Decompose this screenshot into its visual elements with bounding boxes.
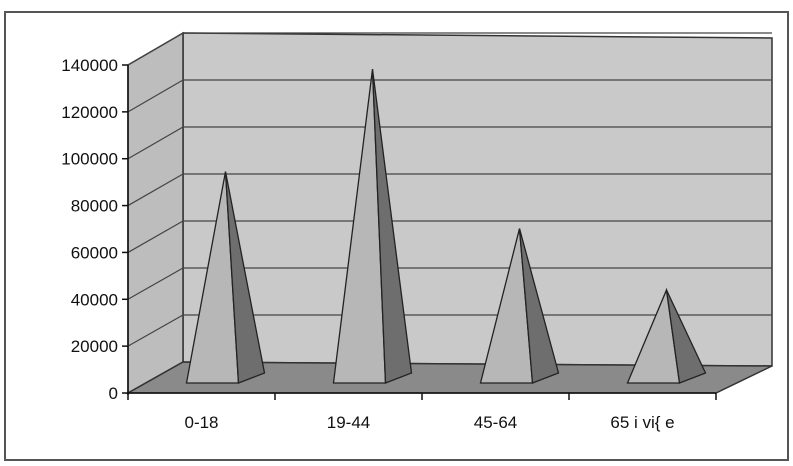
gridlines bbox=[127, 32, 772, 347]
plot-back-wall bbox=[182, 32, 773, 367]
pyramid-side-face bbox=[665, 289, 707, 384]
x-tick-label: 0-18 bbox=[184, 413, 218, 432]
side-gridline bbox=[127, 79, 184, 113]
pyramid-bar bbox=[626, 287, 707, 384]
y-tick-label: 80000 bbox=[71, 197, 118, 216]
side-gridline bbox=[127, 220, 184, 253]
pyramid-side-face bbox=[518, 228, 560, 384]
pyramid-bar bbox=[185, 171, 266, 384]
side-gridline bbox=[127, 32, 184, 66]
y-tick-label: 140000 bbox=[61, 56, 118, 75]
y-tick-label: 20000 bbox=[71, 337, 118, 356]
y-tick-label: 120000 bbox=[61, 103, 118, 122]
y-tick-label: 60000 bbox=[71, 243, 118, 262]
x-tick-label: 65 i vi{ e bbox=[610, 413, 674, 432]
x-tick-label: 19-44 bbox=[327, 413, 370, 432]
pyramid-side-face bbox=[224, 171, 266, 384]
side-gridline bbox=[127, 314, 184, 347]
x-tick-label: 45-64 bbox=[474, 413, 517, 432]
pyramid-series bbox=[185, 69, 707, 384]
y-tick-labels: 0 20000 40000 60000 80000 100000 120000 140000 bbox=[61, 56, 118, 403]
pyramid-side-face bbox=[371, 69, 413, 384]
x-tick-labels: 0-18 19-44 45-64 65 i vi{ e bbox=[184, 413, 674, 432]
plot-side-wall bbox=[127, 31, 184, 395]
y-tick-label: 100000 bbox=[61, 150, 118, 169]
side-gridline bbox=[127, 267, 184, 300]
side-gridline bbox=[127, 173, 184, 207]
pyramid-bar bbox=[479, 228, 560, 384]
y-axis bbox=[122, 64, 129, 395]
x-axis bbox=[127, 392, 717, 400]
y-tick-label: 40000 bbox=[71, 290, 118, 309]
pyramid-bar bbox=[332, 69, 413, 384]
side-gridline bbox=[127, 126, 184, 160]
y-tick-label: 0 bbox=[109, 384, 118, 403]
